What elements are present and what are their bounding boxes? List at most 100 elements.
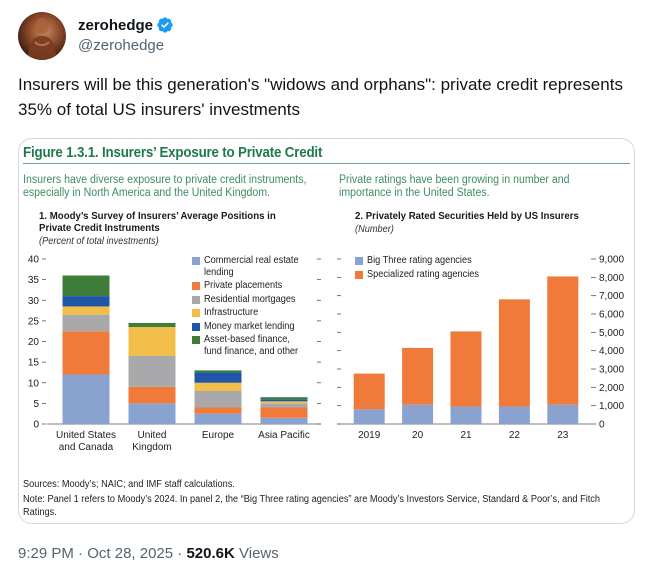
panel1-legend-label: Commercial real estate lending [204, 255, 299, 278]
panel1-y-tick-label: 35 [28, 275, 40, 286]
panel1-legend-swatch [192, 282, 200, 290]
panel2-title: 2. Privately Rated Securities Held by US… [355, 210, 579, 222]
tweet-media-image[interactable]: Figure 1.3.1. Insurers’ Exposure to Priv… [18, 138, 635, 524]
panel1-bar-infrastructure [128, 327, 176, 356]
panel2-legend-label: Big Three rating agencies [367, 255, 472, 266]
panel1-y-tick-label: 0 [33, 420, 39, 431]
figure-title: Figure 1.3.1. Insurers’ Exposure to Priv… [23, 145, 323, 161]
avatar[interactable] [18, 12, 66, 60]
tweet-text: Insurers will be this generation's "wido… [18, 75, 623, 119]
tweet-date[interactable]: Oct 28, 2025 [87, 545, 174, 562]
tweet-header: zerohedge @zerohedge [18, 12, 633, 60]
panel1-legend-item: Residential mortgages [192, 294, 322, 306]
panel2-y-tick-label: 0 [599, 420, 605, 431]
panel2-y-tick-label: 3,000 [599, 365, 624, 376]
panel2-bar-specialized-rating-agencies [547, 276, 579, 405]
panel1-x-tick-label: United States [56, 430, 116, 441]
panel1-bar-private-placements [194, 407, 242, 414]
panel1-bar-commercial-real-estate-lending [194, 413, 242, 424]
panel1-bar-money-market-lending [260, 399, 308, 402]
panel1-legend-label: Money market lending [204, 320, 295, 332]
panel1-y-tick-label: 10 [28, 378, 40, 389]
panel2-x-tick-label: 2019 [358, 430, 381, 441]
panel2-bar-specialized-rating-agencies [450, 331, 482, 407]
panel2-x-tick-label: 22 [509, 430, 521, 441]
tweet-meta: 9:29 PM · Oct 28, 2025 · 520.6K Views [18, 545, 279, 562]
panel2-bar-big-three-rating-agencies [353, 409, 385, 424]
panel1-bar-residential-mortgages [260, 403, 308, 408]
panel1-bar-residential-mortgages [62, 314, 110, 332]
panel2-y-tick-label: 5,000 [599, 328, 624, 339]
panel2-y-tick-label: 6,000 [599, 310, 624, 321]
panel1-x-tick-label: and Canada [59, 442, 114, 453]
panel1-bar-asset-based-finance-fund-finance-and-other [128, 322, 176, 328]
panel1-bar-infrastructure [260, 401, 308, 404]
panel1-legend-item: Commercial real estate lending [192, 255, 322, 278]
panel2-y-tick-label: 9,000 [599, 255, 624, 266]
panel1-bar-asset-based-finance-fund-finance-and-other [194, 370, 242, 373]
panel1-legend-item: Private placements [192, 280, 322, 292]
panel1-bar-money-market-lending [194, 372, 242, 383]
panel1-y-tick-label: 20 [28, 337, 40, 348]
figure-note: Note: Panel 1 refers to Moody’s 2024. In… [23, 494, 601, 518]
panel1-y-tick-label: 5 [33, 399, 39, 410]
panel2-legend-swatch [355, 257, 363, 265]
display-name[interactable]: zerohedge [78, 16, 154, 34]
verified-badge-icon[interactable] [156, 16, 174, 34]
panel1-legend-swatch [192, 336, 200, 344]
panel1-bar-residential-mortgages [194, 391, 242, 408]
panel2-y-tick-label: 2,000 [599, 383, 624, 394]
panel2-bar-big-three-rating-agencies [547, 404, 579, 424]
panel1-legend-label: Residential mortgages [204, 293, 296, 305]
panel2-subtitle: (Number) [355, 224, 394, 235]
panel2-y-tick-label: 7,000 [599, 291, 624, 302]
panel2-x-tick-label: 20 [412, 430, 424, 441]
panel1-legend-label: Asset-based finance, fund finance, and ot… [204, 334, 299, 357]
panel2-x-tick-label: 23 [557, 430, 569, 441]
figure-title-rule [23, 163, 630, 164]
panel1-bar-infrastructure [62, 306, 110, 315]
panel1-legend-swatch [192, 295, 200, 304]
panel2-y-tick-label: 8,000 [599, 273, 624, 284]
panel1-legend-swatch [192, 257, 200, 265]
panel2-x-tick-label: 21 [460, 430, 472, 441]
panel1-legend-label: Private placements [204, 280, 283, 291]
figure-intro-right: Private ratings have been growing in num… [339, 174, 570, 199]
panel2-legend: Big Three rating agencies Specialized rat… [355, 255, 515, 282]
panel1-bar-asset-based-finance-fund-finance-and-other [260, 397, 308, 400]
panel1-bar-commercial-real-estate-lending [128, 403, 176, 424]
avatar-figure-icon [28, 18, 56, 60]
panel1-x-tick-label: Kingdom [132, 442, 171, 453]
panel2-bar-big-three-rating-agencies [498, 406, 530, 424]
panel1-title: 1. Moody’s Survey of Insurers’ Average P… [39, 210, 276, 234]
panel1-bar-commercial-real-estate-lending [62, 374, 110, 424]
panel1-y-tick-label: 25 [28, 316, 40, 327]
panel2-bar-specialized-rating-agencies [353, 373, 385, 410]
panel2-bar-specialized-rating-agencies [498, 299, 530, 407]
panel1-y-tick-label: 30 [28, 296, 40, 307]
panel2-y-tick-label: 1,000 [599, 401, 624, 412]
panel1-y-tick-label: 15 [28, 358, 40, 369]
panel2-legend-label: Specialized rating agencies [367, 268, 480, 280]
panel1-bar-infrastructure [194, 382, 242, 391]
panel1-bar-private-placements [62, 331, 110, 375]
meta-separator-2: · [177, 545, 183, 562]
panel2-legend-item: Specialized rating agencies [355, 269, 515, 281]
panel2-legend-swatch [355, 270, 363, 279]
panel2-y-tick-label: 4,000 [599, 346, 624, 357]
tweet-time[interactable]: 9:29 PM [18, 545, 74, 562]
meta-separator: · [78, 545, 84, 562]
panel1-legend-item: Money market lending [192, 321, 322, 333]
panel1-bar-money-market-lending [62, 296, 110, 307]
panel1-x-tick-label: United [138, 430, 167, 441]
panel1-legend-item: Infrastructure [192, 307, 322, 319]
views-label: Views [239, 545, 279, 562]
panel1-bar-commercial-real-estate-lending [260, 417, 308, 424]
panel2-bar-big-three-rating-agencies [402, 404, 434, 424]
panel1-bar-residential-mortgages [128, 355, 176, 387]
user-handle[interactable]: @zerohedge [78, 37, 165, 54]
panel2-legend-item: Big Three rating agencies [355, 255, 515, 267]
name-row: zerohedge [78, 15, 174, 35]
views-count[interactable]: 520.6K [186, 545, 235, 562]
